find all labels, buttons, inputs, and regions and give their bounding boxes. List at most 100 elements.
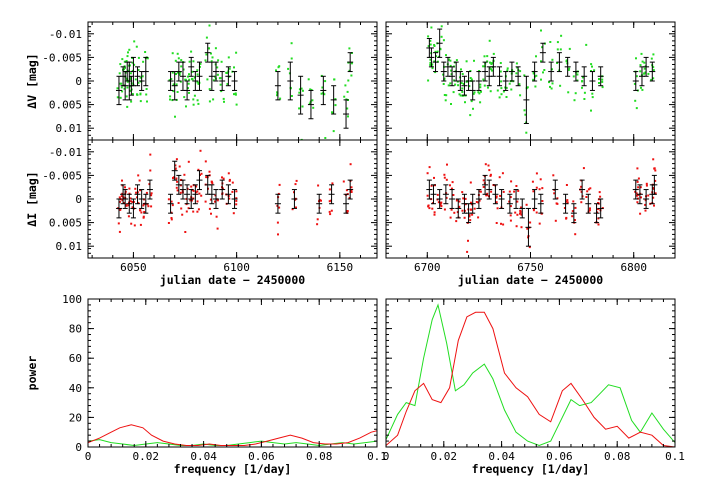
i-right-point — [539, 178, 542, 181]
i-right-binned-point — [475, 189, 482, 209]
v-left-binned-means — [115, 42, 354, 129]
v-left-point — [347, 79, 350, 82]
v-right-binned-point — [649, 61, 656, 82]
v-left-point — [235, 51, 238, 54]
i-left-point — [150, 192, 153, 195]
v-right-point — [491, 69, 493, 72]
i-left-point — [278, 206, 281, 209]
v-right-point — [489, 90, 492, 93]
v-left-point — [344, 84, 347, 87]
v-right-binned-point — [515, 66, 522, 87]
v-right-point — [449, 64, 452, 67]
i-right-point — [580, 190, 583, 193]
v-right-point — [540, 78, 542, 81]
v-left-point — [116, 96, 119, 99]
i-left-point — [214, 194, 217, 197]
i-left-point — [170, 200, 173, 203]
v-left-point — [131, 61, 134, 64]
v-right-point — [442, 83, 445, 85]
i-left-point — [195, 185, 198, 188]
v-right-point — [505, 96, 508, 98]
v-left-point — [211, 56, 214, 59]
i-right-binned-point — [486, 179, 493, 200]
i-left-point — [137, 174, 140, 177]
v-left-point — [204, 59, 207, 62]
v-left-point — [139, 92, 142, 95]
i-left-binned-point — [175, 174, 182, 195]
v-right-point — [427, 79, 430, 82]
v-right-point — [472, 107, 474, 110]
v-right-point — [523, 109, 526, 112]
i-right-point — [587, 188, 590, 191]
i-left-point — [316, 223, 319, 226]
i-left-point — [346, 210, 349, 212]
i-right-point — [445, 196, 448, 199]
v-right-point — [473, 59, 475, 62]
v-right-point — [440, 25, 443, 28]
i-right-point — [571, 210, 574, 213]
v-left-point — [172, 83, 175, 86]
i-left-y-axis: -0.01 -0.005 0 0.005 0.01 — [42, 139, 377, 259]
i-left-point — [150, 194, 153, 197]
i-right-point — [653, 204, 655, 207]
v-left-point — [191, 77, 193, 80]
v-left-point — [171, 71, 174, 74]
v-left-point — [307, 78, 310, 81]
i-left-point — [235, 203, 238, 206]
v-left-point — [298, 107, 301, 110]
i-left-point — [149, 153, 152, 156]
i-left-point — [350, 191, 353, 193]
v-right-point — [540, 29, 542, 32]
i-left-point — [125, 203, 128, 206]
v-right-point — [455, 59, 458, 62]
v-right-point — [565, 59, 568, 62]
v-left-point — [187, 87, 189, 90]
i-right-point — [538, 222, 541, 225]
v-right-point — [468, 85, 471, 88]
i-right-point — [449, 216, 452, 219]
i-left-binned-point — [291, 189, 298, 209]
i-right-point — [445, 178, 448, 181]
v-right-point — [489, 61, 491, 64]
x-tick-label: 0.02 — [431, 450, 458, 463]
x-tick-label: 6750 — [517, 261, 544, 274]
i-right-point — [652, 158, 655, 161]
i-left-point — [291, 208, 294, 211]
i-right-point — [443, 173, 446, 176]
i-left-point — [198, 192, 201, 195]
i-left-point — [210, 181, 213, 184]
v-right-point — [434, 50, 437, 53]
v-left-point — [183, 96, 186, 99]
v-left-binned-point — [175, 61, 182, 82]
x-tick-label: 6150 — [327, 261, 354, 274]
i-right-point — [453, 211, 456, 214]
v-left-point — [191, 70, 194, 73]
i-right-point — [475, 201, 478, 203]
i-right-point — [574, 206, 577, 209]
i-left-point — [171, 204, 174, 207]
i-left-point — [231, 181, 234, 184]
i-right-point — [554, 219, 557, 222]
v-right-point — [590, 109, 592, 112]
v-right-binned-point — [436, 28, 443, 58]
v-left-point — [137, 56, 140, 59]
v-right-binned-point — [572, 61, 579, 82]
v-right-point — [429, 58, 432, 61]
v-left-point — [171, 52, 174, 55]
x-tick-label: 6100 — [223, 261, 250, 274]
i-right-point — [489, 173, 492, 176]
i-right-point — [639, 186, 642, 189]
v-right-binned-point — [469, 80, 476, 101]
power-left-ylabel: power — [25, 356, 39, 391]
v-left-point — [216, 66, 219, 69]
v-right-binned-point — [597, 66, 604, 87]
v-left-point — [235, 103, 238, 106]
v-right-point — [551, 68, 553, 71]
i-left-point — [131, 201, 134, 203]
v-right-point — [450, 69, 453, 72]
v-left-point — [287, 67, 290, 70]
v-left-binned-point — [142, 56, 149, 87]
i-left-point — [277, 233, 279, 236]
i-left-point — [140, 211, 143, 214]
v-left-ylabel: ΔV [mag] — [25, 53, 39, 108]
